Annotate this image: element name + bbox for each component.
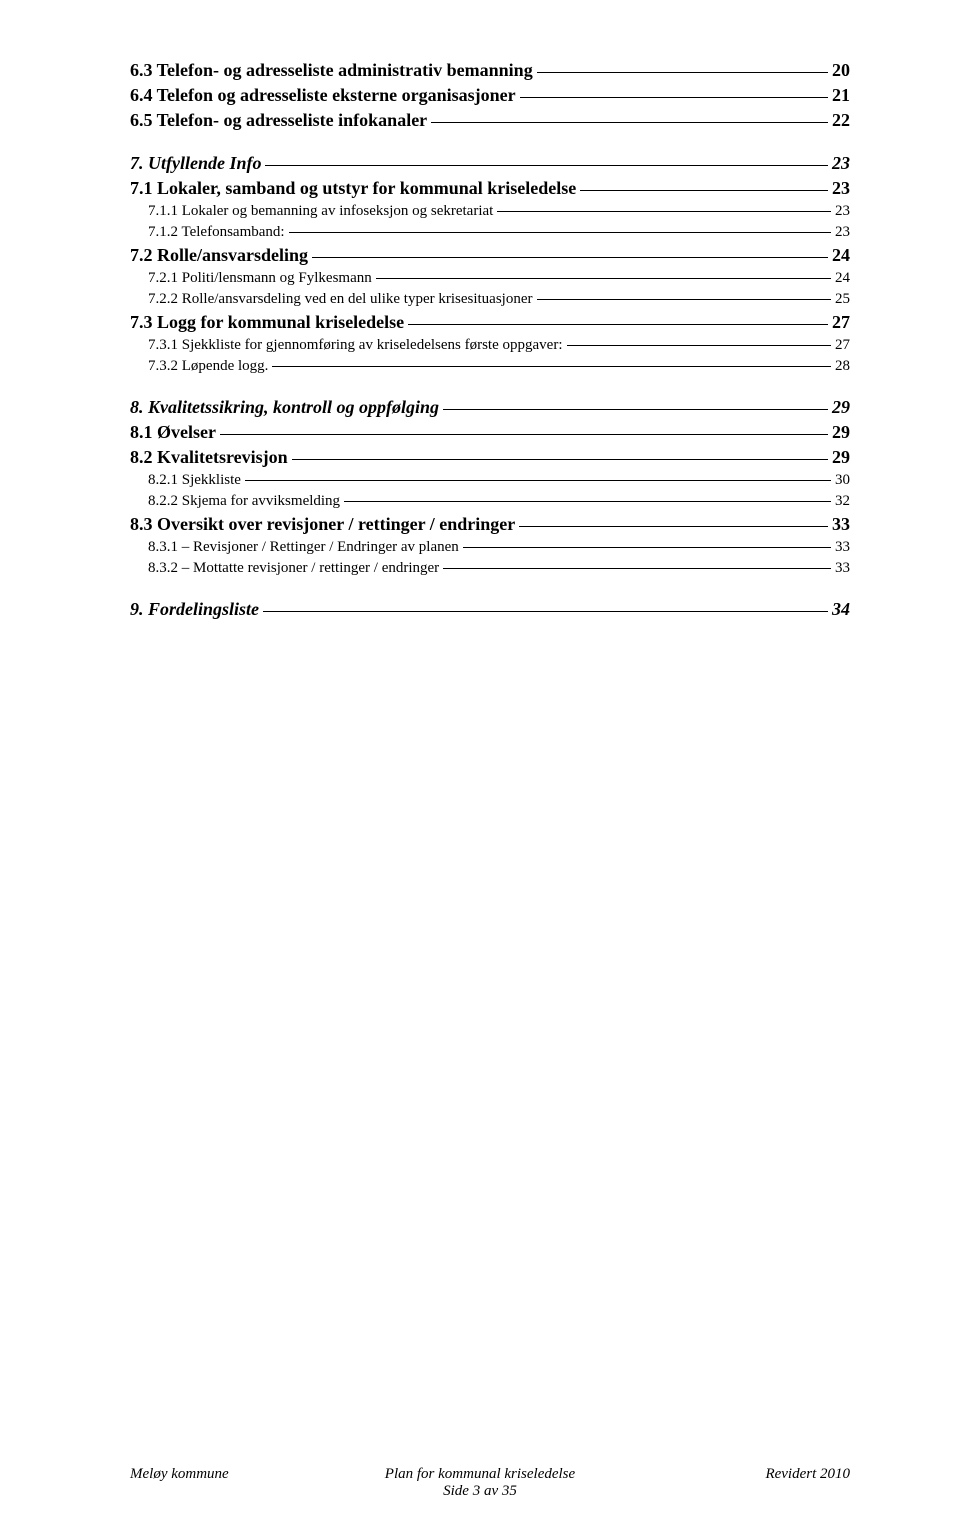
toc-leader: [443, 409, 828, 410]
toc-page: 24: [832, 245, 850, 266]
toc-page: 29: [832, 447, 850, 468]
toc-label: 7.2 Rolle/ansvarsdeling: [130, 245, 308, 266]
toc-page: 29: [832, 422, 850, 443]
toc-leader: [220, 434, 828, 435]
toc-row: 6.3 Telefon- og adresseliste administrat…: [130, 60, 850, 81]
toc-page: 33: [835, 560, 850, 577]
toc-label: 8.1 Øvelser: [130, 422, 216, 443]
toc-page: 21: [832, 85, 850, 106]
toc-label: 8. Kvalitetssikring, kontroll og oppfølg…: [130, 397, 439, 418]
toc-row: 7.2.1 Politi/lensmann og Fylkesmann 24: [130, 270, 850, 287]
toc-label: 7.3 Logg for kommunal kriseledelse: [130, 312, 404, 333]
toc-page: 30: [835, 472, 850, 489]
toc-page: 27: [832, 312, 850, 333]
toc-leader: [289, 232, 831, 233]
toc-row: 8.2 Kvalitetsrevisjon 29: [130, 447, 850, 468]
toc-label: 7.1 Lokaler, samband og utstyr for kommu…: [130, 178, 576, 199]
toc-row: 8.3.1 – Revisjoner / Rettinger / Endring…: [130, 539, 850, 556]
toc-label: 7.1.2 Telefonsamband:: [148, 224, 285, 241]
toc-row: 7.1.2 Telefonsamband: 23: [130, 224, 850, 241]
toc-row: 8.1 Øvelser 29: [130, 422, 850, 443]
toc-label: 7.3.1 Sjekkliste for gjennomføring av kr…: [148, 337, 563, 354]
footer-center-line2: Side 3 av 35: [0, 1483, 960, 1500]
toc-page: 27: [835, 337, 850, 354]
toc-page: 20: [832, 60, 850, 81]
toc-leader: [263, 611, 828, 612]
toc-label: 7.1.1 Lokaler og bemanning av infoseksjo…: [148, 203, 493, 220]
footer-center-line1: Plan for kommunal kriseledelse: [385, 1466, 575, 1482]
toc-page: 32: [835, 493, 850, 510]
toc-page: 23: [835, 224, 850, 241]
toc-label: 8.3.2 – Mottatte revisjoner / rettinger …: [148, 560, 439, 577]
toc-row: 8.2.2 Skjema for avviksmelding 32: [130, 493, 850, 510]
toc-page: 25: [835, 291, 850, 308]
toc-row: 7.1 Lokaler, samband og utstyr for kommu…: [130, 178, 850, 199]
toc-page: 23: [835, 203, 850, 220]
toc-page: 33: [835, 539, 850, 556]
toc-label: 9. Fordelingsliste: [130, 599, 259, 620]
toc-label: 8.3 Oversikt over revisjoner / rettinger…: [130, 514, 515, 535]
toc-row: 8.3.2 – Mottatte revisjoner / rettinger …: [130, 560, 850, 577]
footer-center: Plan for kommunal kriseledelse Side 3 av…: [0, 1466, 960, 1500]
toc-leader: [580, 190, 828, 191]
toc-leader: [537, 72, 828, 73]
toc-leader: [520, 97, 828, 98]
toc-label: 6.4 Telefon og adresseliste eksterne org…: [130, 85, 516, 106]
toc-leader: [431, 122, 828, 123]
toc-leader: [443, 568, 831, 569]
toc-label: 8.2 Kvalitetsrevisjon: [130, 447, 288, 468]
toc-leader: [567, 345, 832, 346]
toc-page: 22: [832, 110, 850, 131]
toc-label: 6.3 Telefon- og adresseliste administrat…: [130, 60, 533, 81]
toc-leader: [245, 480, 831, 481]
toc-leader: [497, 211, 831, 212]
toc-row: 8. Kvalitetssikring, kontroll og oppfølg…: [130, 397, 850, 418]
toc-row: 8.3 Oversikt over revisjoner / rettinger…: [130, 514, 850, 535]
toc-page: 34: [832, 599, 850, 620]
toc-row: 9. Fordelingsliste 34: [130, 599, 850, 620]
toc-page: 28: [835, 358, 850, 375]
toc-page: 23: [832, 178, 850, 199]
page-footer: Plan for kommunal kriseledelse Side 3 av…: [0, 1466, 960, 1483]
toc-label: 7. Utfyllende Info: [130, 153, 261, 174]
toc-leader: [463, 547, 831, 548]
toc-label: 6.5 Telefon- og adresseliste infokanaler: [130, 110, 427, 131]
toc-label: 7.2.1 Politi/lensmann og Fylkesmann: [148, 270, 372, 287]
toc-page: 24: [835, 270, 850, 287]
toc-row: 7. Utfyllende Info 23: [130, 153, 850, 174]
toc-leader: [265, 165, 828, 166]
toc-leader: [312, 257, 828, 258]
toc-label: 8.2.2 Skjema for avviksmelding: [148, 493, 340, 510]
toc-row: 7.1.1 Lokaler og bemanning av infoseksjo…: [130, 203, 850, 220]
toc-page: 23: [832, 153, 850, 174]
toc-label: 7.2.2 Rolle/ansvarsdeling ved en del uli…: [148, 291, 533, 308]
table-of-contents: 6.3 Telefon- og adresseliste administrat…: [130, 60, 850, 620]
toc-leader: [519, 526, 828, 527]
toc-row: 8.2.1 Sjekkliste 30: [130, 472, 850, 489]
toc-label: 8.3.1 – Revisjoner / Rettinger / Endring…: [148, 539, 459, 556]
toc-leader: [408, 324, 828, 325]
toc-leader: [272, 366, 831, 367]
toc-row: 6.5 Telefon- og adresseliste infokanaler…: [130, 110, 850, 131]
toc-leader: [292, 459, 828, 460]
toc-row: 6.4 Telefon og adresseliste eksterne org…: [130, 85, 850, 106]
toc-row: 7.3.1 Sjekkliste for gjennomføring av kr…: [130, 337, 850, 354]
toc-page: 29: [832, 397, 850, 418]
toc-row: 7.3.2 Løpende logg. 28: [130, 358, 850, 375]
toc-row: 7.2 Rolle/ansvarsdeling 24: [130, 245, 850, 266]
toc-leader: [376, 278, 831, 279]
toc-label: 7.3.2 Løpende logg.: [148, 358, 268, 375]
toc-leader: [537, 299, 832, 300]
toc-page: 33: [832, 514, 850, 535]
toc-row: 7.2.2 Rolle/ansvarsdeling ved en del uli…: [130, 291, 850, 308]
toc-leader: [344, 501, 831, 502]
toc-row: 7.3 Logg for kommunal kriseledelse 27: [130, 312, 850, 333]
toc-label: 8.2.1 Sjekkliste: [148, 472, 241, 489]
